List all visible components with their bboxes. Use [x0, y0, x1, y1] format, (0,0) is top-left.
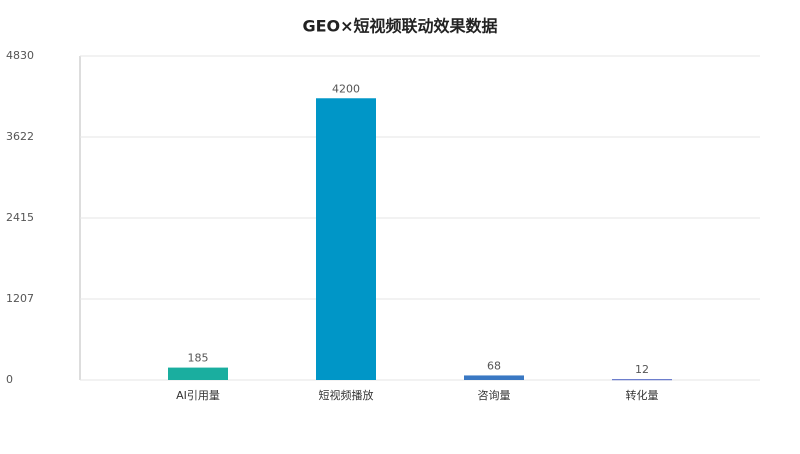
bar	[464, 375, 524, 380]
y-tick-label: 2415	[6, 211, 34, 224]
value-label: 68	[487, 359, 501, 372]
bar	[316, 98, 376, 381]
x-tick-label: 咨询量	[478, 388, 511, 402]
x-tick-label: AI引用量	[176, 388, 220, 402]
y-tick-label: 1207	[6, 292, 34, 305]
bar	[612, 379, 672, 381]
chart-title: GEO×短视频联动效果数据	[302, 17, 497, 36]
bar	[168, 367, 228, 380]
x-tick-label: 转化量	[626, 388, 659, 402]
value-label: 12	[635, 363, 649, 376]
value-label: 185	[188, 352, 209, 365]
y-tick-label: 4830	[6, 49, 34, 62]
value-label: 4200	[332, 82, 360, 95]
y-tick-label: 3622	[6, 130, 34, 143]
y-tick-label: 0	[6, 373, 13, 386]
x-tick-label: 短视频播放	[319, 388, 374, 402]
